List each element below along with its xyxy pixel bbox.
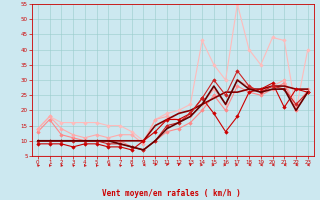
Text: Vent moyen/en rafales ( km/h ): Vent moyen/en rafales ( km/h ): [102, 189, 241, 198]
